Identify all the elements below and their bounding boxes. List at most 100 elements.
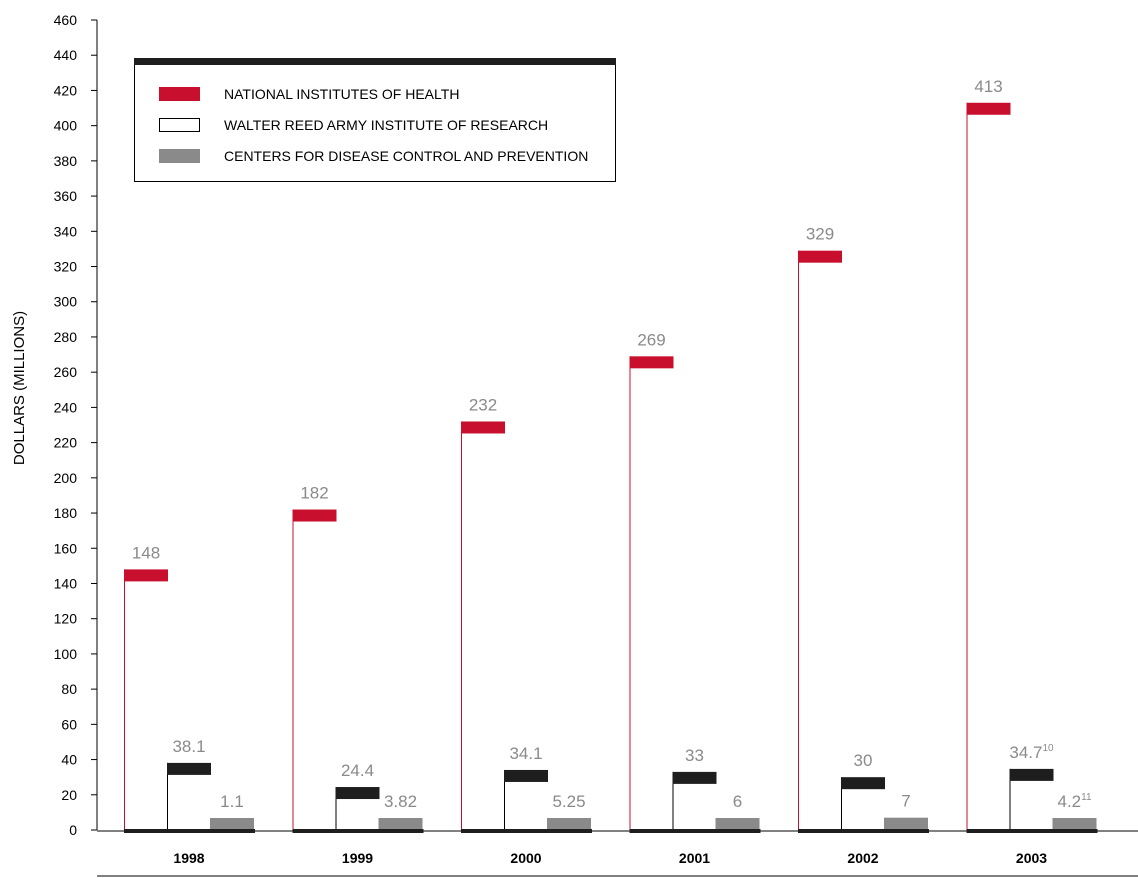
baseline-segment — [461, 829, 592, 833]
bar-cdc-2003 — [1052, 818, 1097, 830]
legend-label-cdc: CENTERS FOR DISEASE CONTROL AND PREVENTI… — [224, 148, 588, 164]
data-label-cdc: 5.25 — [552, 792, 585, 811]
data-label-value: 30 — [854, 751, 873, 770]
bar-nih-cap — [798, 250, 842, 263]
data-label-cdc: 7 — [901, 792, 910, 811]
bar-cdc-2001 — [715, 818, 760, 830]
bar-nih-1999 — [292, 509, 337, 830]
data-label-value: 232 — [469, 395, 497, 414]
bar-nih-cap — [124, 569, 168, 582]
legend: NATIONAL INSTITUTES OF HEALTH WALTER REED… — [134, 58, 616, 182]
bar-cdc-cap — [715, 818, 760, 830]
bar-cdc-2002 — [884, 817, 928, 830]
x-category-label: 2002 — [847, 850, 878, 866]
data-label-nih: 269 — [637, 330, 665, 349]
bar-cdc-2000 — [547, 818, 591, 830]
data-label-wrair: 34.1 — [509, 744, 542, 763]
x-category-label: 1998 — [173, 850, 204, 866]
data-label-value: 148 — [132, 543, 160, 562]
bar-wrair-cap — [841, 777, 885, 790]
bar-wrair-1998 — [167, 762, 211, 830]
bar-cdc-cap — [378, 818, 423, 830]
x-axis: 1998 1999 2000 2001 2002 2003 — [97, 850, 1138, 877]
y-tick-label: 100 — [54, 646, 78, 662]
data-label-value: 269 — [637, 330, 665, 349]
data-label-value: 34.7 — [1009, 743, 1042, 762]
data-label-wrair: 30 — [854, 751, 873, 770]
data-label-cdc: 3.82 — [384, 792, 417, 811]
baseline-segment — [798, 829, 929, 833]
bar-wrair-2001 — [672, 771, 717, 830]
data-label-wrair: 33 — [685, 746, 704, 765]
data-label-nih: 329 — [806, 225, 834, 244]
bar-cdc-cap — [210, 818, 254, 830]
bar-wrair-1999 — [335, 787, 380, 830]
data-label-wrair: 24.4 — [341, 761, 374, 780]
data-label-nih: 182 — [300, 484, 328, 503]
y-tick-label: 400 — [54, 118, 78, 134]
data-label-value: 34.1 — [509, 744, 542, 763]
plot-area: 148 38.1 1.1 182 24.4 3.82 232 34.1 5.25 269 33 6 32… — [124, 77, 1097, 830]
bar-wrair-2000 — [504, 769, 548, 830]
y-tick-label: 40 — [61, 752, 77, 768]
bar-wrair-cap — [504, 769, 548, 782]
data-label-value: 7 — [901, 792, 910, 811]
legend-top-bar — [134, 58, 616, 65]
y-tick-label: 160 — [54, 540, 78, 556]
legend-swatch-cdc — [159, 149, 200, 163]
baseline-segment — [124, 829, 255, 833]
data-label-value: 3.82 — [384, 792, 417, 811]
bar-nih-2003 — [966, 102, 1011, 830]
bar-cdc-cap — [547, 818, 591, 830]
bar-wrair-cap — [1009, 768, 1054, 781]
x-category-label: 1999 — [342, 850, 373, 866]
legend-box — [134, 62, 616, 182]
y-tick-label: 280 — [54, 329, 78, 345]
y-tick-label: 460 — [54, 12, 78, 28]
bar-wrair-cap — [167, 762, 211, 775]
y-tick-label: 440 — [54, 47, 78, 63]
y-tick-label: 420 — [54, 82, 78, 98]
data-label-value: 24.4 — [341, 761, 374, 780]
y-tick-label: 0 — [69, 822, 77, 838]
bar-wrair-2003 — [1009, 768, 1054, 830]
data-label-wrair: 38.1 — [172, 737, 205, 756]
data-label-nih: 148 — [132, 543, 160, 562]
y-tick-label: 140 — [54, 575, 78, 591]
legend-label-wrair: WALTER REED ARMY INSTITUTE OF RESEARCH — [224, 117, 548, 133]
data-label-cdc: 4.211 — [1057, 792, 1091, 811]
bar-nih-1998 — [124, 569, 168, 830]
data-label-value: 5.25 — [552, 792, 585, 811]
data-label-value: 4.2 — [1057, 792, 1081, 811]
bar-wrair-cap — [672, 771, 717, 784]
y-tick-label: 360 — [54, 188, 78, 204]
x-category-label: 2000 — [510, 850, 541, 866]
data-label-wrair: 34.710 — [1009, 743, 1054, 762]
y-tick-label: 20 — [61, 787, 77, 803]
data-label-cdc: 1.1 — [220, 792, 244, 811]
data-label-nih: 413 — [974, 77, 1002, 96]
x-category-label: 2003 — [1016, 850, 1047, 866]
y-tick-label: 340 — [54, 223, 78, 239]
data-label-value: 33 — [685, 746, 704, 765]
y-tick-label: 300 — [54, 294, 78, 310]
y-tick-label: 60 — [61, 716, 77, 732]
y-axis: 0 20 40 60 80 100 120 140 160 180 200 220 240 260 280 3… — [54, 12, 98, 838]
bar-cdc-cap — [884, 817, 928, 830]
legend-swatch-nih — [159, 87, 200, 101]
data-label-value: 413 — [974, 77, 1002, 96]
baseline-segment — [629, 829, 761, 833]
y-tick-label: 320 — [54, 259, 78, 275]
x-category-label: 2001 — [679, 850, 710, 866]
bar-cdc-cap — [1052, 818, 1097, 830]
y-axis-label: DOLLARS (MILLIONS) — [11, 311, 28, 465]
bar-nih-2001 — [629, 356, 674, 830]
data-label-value: 182 — [300, 484, 328, 503]
y-tick-label: 200 — [54, 470, 78, 486]
bar-nih-cap — [629, 356, 674, 369]
data-label-footnote: 10 — [1042, 743, 1054, 754]
y-tick-label: 240 — [54, 399, 78, 415]
baseline-segment — [966, 829, 1098, 833]
data-label-value: 6 — [733, 792, 742, 811]
